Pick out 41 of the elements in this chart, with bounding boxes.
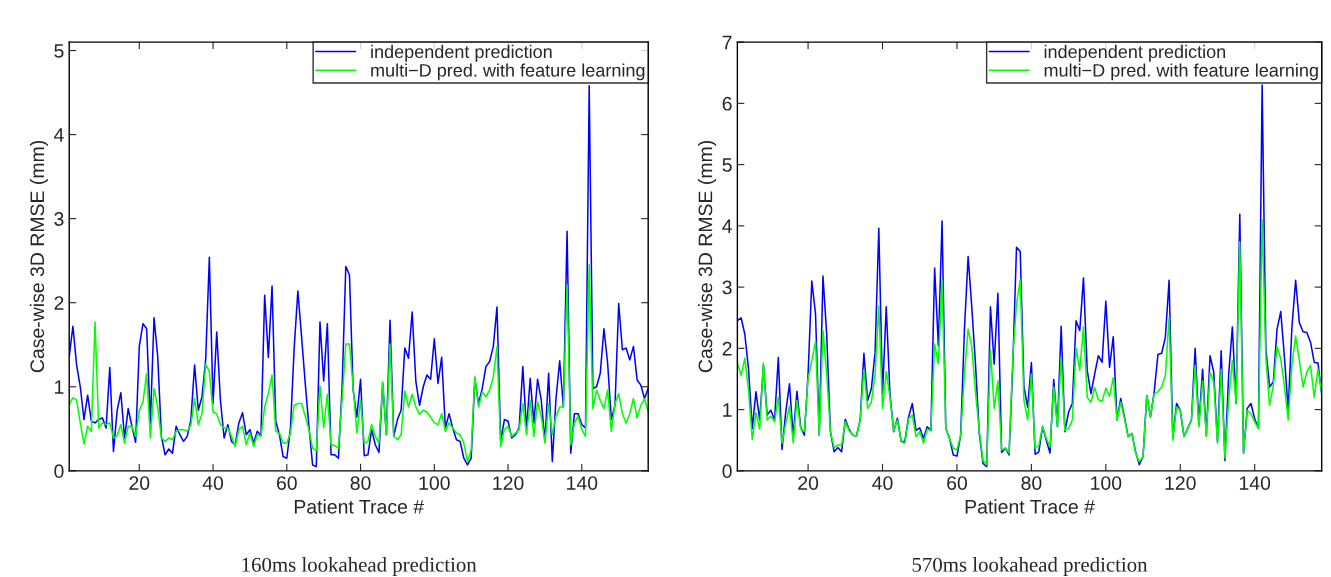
text: independent prediction [371,44,552,62]
text: independent prediction [1044,44,1226,62]
x-tick-label: 60 [947,476,968,490]
y-tick-label: 3 [722,280,732,295]
y-tick-label: 2 [722,341,732,356]
y-tick-label: 5 [54,44,64,58]
x-tick-label: 40 [872,476,893,490]
x-tick-label: 20 [798,476,819,490]
y-tick-label: 2 [54,296,64,310]
text: 160ms lookahead prediction [242,557,477,577]
y-tick-label: 6 [722,96,732,111]
y-tick-label: 0 [722,464,732,479]
y-tick-label: 7 [722,35,732,50]
x-tick-label: 100 [419,476,450,490]
y-tick-label: 4 [722,219,732,233]
line-series [737,218,1322,466]
y-tick-label: 0 [54,464,64,479]
x-tick-label: 140 [567,476,598,490]
line-series [69,264,649,463]
x-tick-label: 80 [350,476,371,490]
x-axis-title: Patient Trace # [965,499,1095,514]
line-series [69,85,649,468]
legend-label: multi−D pred. with feature learning [1044,63,1318,81]
y-tick-label: 1 [723,403,732,417]
legend-label: multi−D pred. with feature learning [371,63,645,81]
x-tick-label: 140 [1239,476,1271,490]
y-tick-label: 4 [53,128,64,142]
y-tick-label: 1 [55,380,64,394]
x-tick-label: 120 [1165,476,1196,490]
x-axis-title: Patient Trace # [294,499,425,514]
y-axis-title: Case-wise 3D RMSE (mm) [698,141,717,373]
x-tick-label: 80 [1021,476,1042,490]
x-tick-label: 60 [276,476,297,490]
y-tick-label: 5 [722,158,732,172]
x-tick-label: 40 [202,476,224,490]
x-tick-label: 100 [1091,476,1122,490]
x-tick-label: 120 [493,476,524,490]
text: 570ms lookahead prediction [912,557,1148,577]
y-tick-label: 3 [54,212,64,226]
y-axis-title: Case-wise 3D RMSE (mm) [29,141,48,373]
x-tick-label: 20 [129,476,150,490]
